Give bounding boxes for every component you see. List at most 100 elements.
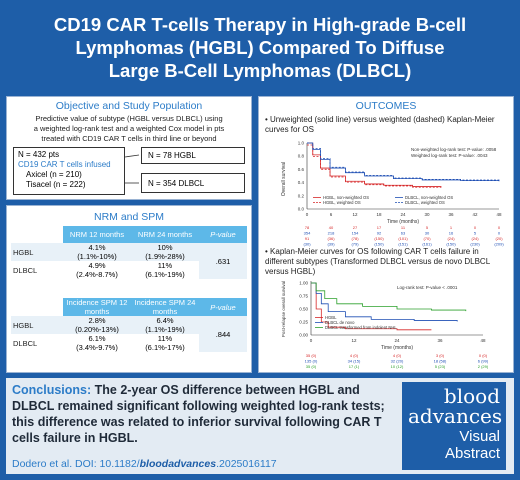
plot1-ytick: 0.2 <box>298 193 305 198</box>
plot1-risk-value: 16 <box>449 231 454 236</box>
plot2-xtick: 12 <box>351 338 357 343</box>
plot1-risk-value: (230) <box>470 242 480 247</box>
plot2-risk-value: 32 (20) <box>391 359 404 364</box>
plot1-risk-value: (36) <box>327 236 335 241</box>
plot2-risk-value: 4 (0) <box>393 353 402 358</box>
page-title: CD19 CAR T-cells Therapy in High-grade B… <box>4 4 516 90</box>
plot1-note-2: Weighted log-rank test: P-value: .0043 <box>411 153 488 158</box>
plot1-xtick: 18 <box>376 212 382 217</box>
plot1-ytick: 0.8 <box>298 154 305 159</box>
plot1-xtick: 36 <box>448 212 454 217</box>
plot2-xlabel: Time (months) <box>381 345 413 351</box>
outcomes-bullet-1: • Unweighted (solid line) versus weighte… <box>265 115 495 134</box>
conclusion-body: The 2-year OS difference between HGBL an… <box>12 383 385 445</box>
plot2-risk-value: 35 (0) <box>306 364 317 369</box>
plot1-risk-value: 91 <box>305 236 310 241</box>
title-line-2: Lymphomas (HGBL) Compared To Diffuse <box>75 36 445 58</box>
objective-text-1: Predictive value of subtype (HGBL versus… <box>35 114 223 123</box>
plot2-ytick: 0.25 <box>299 320 308 325</box>
plot1-risk-value: (161) <box>422 242 432 247</box>
plot2-risk-value: 5 (23) <box>435 364 446 369</box>
spm-table: Incidence SPM 12 months Incidence SPM 24… <box>11 298 247 352</box>
plot1-ytick: 1.0 <box>298 141 305 146</box>
hgbl-weighted-curve <box>307 144 442 188</box>
nrm-header-24: NRM 24 months <box>131 226 199 243</box>
plot2-note: Log-rank test: P-value < .0001 <box>397 285 458 290</box>
table-row: DLBCL 6.1% (3.4%-9.7%) 11% (6.1%-17%) <box>13 334 185 352</box>
plot1-ytick: 0.0 <box>298 207 305 212</box>
plot1-risk-value: (30) <box>303 242 311 247</box>
conclusion-lead: Conclusions: <box>12 383 92 397</box>
plot1-risk-value: (150) <box>446 242 456 247</box>
hgbl-count: N = 78 HGBL <box>148 151 196 160</box>
plot2-xtick: 0 <box>310 338 313 343</box>
plot1-legend-entry: DLBCL, weighted OS <box>405 200 445 205</box>
plot1-xtick: 42 <box>472 212 478 217</box>
plot1-risk-value: 27 <box>353 225 358 230</box>
nrm-header-p: P-value <box>199 226 247 243</box>
plot1-risk-value: 11 <box>401 225 406 230</box>
dlbcl-count-box: N = 354 DLBCL <box>141 173 245 193</box>
objective-description: Predictive value of subtype (HGBL versus… <box>7 114 251 144</box>
plot1-risk-value: (209) <box>494 242 504 247</box>
total-patients: N = 432 pts <box>18 150 60 159</box>
plot2-ytick: 0.50 <box>299 307 308 312</box>
plot2-risk-value: 34 (15) <box>348 359 361 364</box>
plot1-risk-value: 354 <box>304 231 311 236</box>
table-row: DLBCL 4.9% (2.4%-8.7%) 11% (6.1%-19%) <box>13 261 185 279</box>
objective-text-2: a weighted log-rank test and a weighted … <box>33 124 225 133</box>
nrm-spm-heading: NRM and SPM <box>93 211 165 223</box>
plot1-risk-value: 218 <box>328 231 335 236</box>
objective-heading: Objective and Study Population <box>55 100 203 112</box>
plot1-risk-value: (24) <box>471 236 479 241</box>
plot1-legend-entry: HGBL, weighted OS <box>323 200 361 205</box>
nrm-header-12: NRM 12 months <box>63 226 131 243</box>
axicel-count: Axicel (n = 210) <box>26 170 82 179</box>
plot1-risk-value: (39) <box>327 242 335 247</box>
plot1-risk-value: 17 <box>377 225 382 230</box>
plot1-ylabel: Overall survival <box>281 162 287 196</box>
plot2-dlbcl-curve <box>311 282 458 322</box>
spm-header-p: P-value <box>199 298 247 316</box>
plot2-ytick: 0.75 <box>299 294 308 299</box>
plot1-risk-value: 92 <box>377 231 382 236</box>
plot2-xtick: 48 <box>480 338 486 343</box>
plot2-risk-value: 135 (0) <box>305 359 318 364</box>
conclusion-panel: Conclusions: The 2-year OS difference be… <box>6 378 514 474</box>
nrm-spm-panel: NRM and SPM NRM 12 months NRM 24 months … <box>6 205 252 373</box>
plot2-transformed-curve <box>311 282 467 312</box>
plot2-risk-value: 6 (99) <box>478 359 489 364</box>
dlbcl-weighted-curve <box>307 142 500 181</box>
plot2-xtick: 24 <box>394 338 400 343</box>
title-line-3: Large B-Cell Lymphomas (DLBCL) <box>108 59 412 81</box>
plot1-legend-entry: HGBL, non-weighted OS <box>323 195 369 200</box>
plot2-risk-value: 2 (29) <box>478 364 489 369</box>
plot1-risk-value: 5 <box>426 225 429 230</box>
table-row: HGBL 4.1% (1.1%-10%) 10% (1.9%-28%) .631 <box>11 243 247 266</box>
plot1-note-1: Non-weighted log-rank test: P-value: .00… <box>411 147 497 152</box>
plot1-xtick: 0 <box>306 212 309 217</box>
plot1-risk-value: 78 <box>305 225 310 230</box>
objective-panel: Objective and Study Population Predictiv… <box>6 96 252 200</box>
tisacel-count: Tisacel (n = 222) <box>26 180 86 189</box>
plot2-risk-value: 3 (0) <box>436 353 445 358</box>
plot2-legend-entry: DLBCL transformed from indolent NHL <box>325 325 397 330</box>
os-km-plot: Overall survival Non-weighted log-rank t… <box>281 141 504 247</box>
spm-header-12: Incidence SPM 12 months <box>63 298 131 316</box>
post-relapse-km-plot: Post-relapse overall survival Log-rank t… <box>281 281 489 370</box>
table-row: HGBL 2.8% (0.20%-13%) 6.4% (1.1%-19%) .844 <box>11 316 247 339</box>
plot2-risk-value: 18 (58) <box>434 359 447 364</box>
hgbl-unweighted-curve <box>307 142 442 187</box>
plot2-ytick: 0.00 <box>299 333 308 338</box>
plot2-risk-value: 10 (12) <box>391 364 404 369</box>
objective-text-3: treated with CD19 CAR T cells in third l… <box>41 134 217 143</box>
plot1-legend-entry: DLBCL, non-weighted OS <box>405 195 453 200</box>
blood-advances-logo: blood advances Visual Abstract <box>402 382 506 470</box>
plot1-risk-value: 1 <box>450 225 453 230</box>
plot1-risk-value: 40 <box>329 225 334 230</box>
plot1-xtick: 30 <box>424 212 430 217</box>
plot1-ytick: 0.4 <box>298 180 305 185</box>
plot2-ytick: 1.00 <box>299 281 308 286</box>
plot1-risk-value: 154 <box>352 231 359 236</box>
plot1-xtick: 12 <box>352 212 358 217</box>
